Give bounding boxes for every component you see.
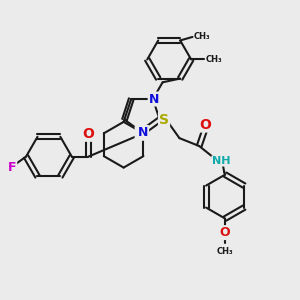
Text: CH₃: CH₃ — [206, 55, 222, 64]
Text: O: O — [82, 127, 94, 141]
Text: F: F — [8, 160, 16, 174]
Text: N: N — [136, 127, 146, 140]
Text: CH₃: CH₃ — [194, 32, 210, 41]
Text: N: N — [148, 92, 159, 106]
Text: S: S — [159, 113, 169, 127]
Text: N: N — [138, 126, 148, 139]
Text: O: O — [220, 226, 230, 239]
Text: CH₃: CH₃ — [217, 247, 233, 256]
Text: NH: NH — [212, 156, 230, 166]
Text: O: O — [200, 118, 211, 131]
